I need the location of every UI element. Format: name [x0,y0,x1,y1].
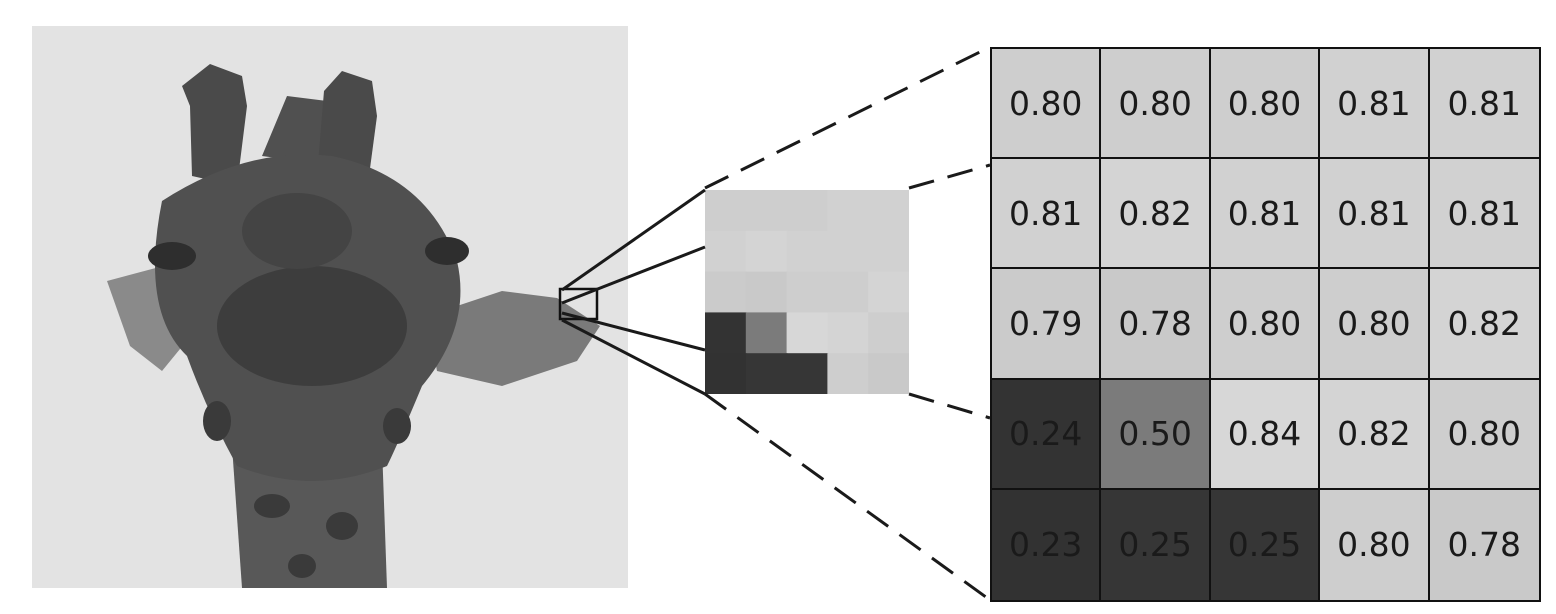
zoom-pixel [705,271,747,314]
zoom-pixel [786,230,829,273]
pixel-cell: 0.78 [1429,489,1539,600]
connector-dashed-top-left [704,45,991,190]
zoom-pixel [786,271,829,314]
zoom-pixel [705,190,747,232]
connector-dashed-bottom-left [704,392,991,602]
pixel-cell: 0.78 [1101,269,1211,380]
giraffe-right-eye [425,237,469,265]
zoom-pixel [827,312,870,355]
pixel-value-matrix: 0.80 0.80 0.80 0.81 0.81 0.81 0.82 0.81 0.81 0.81… [990,47,1541,602]
giraffe-spot [254,494,290,518]
zoom-pixel [745,271,788,314]
zoomed-patch [705,190,909,394]
zoom-pixel [868,312,909,355]
pixel-cell: 0.82 [1101,159,1211,270]
giraffe-spot [383,408,411,444]
zoom-pixel [705,312,747,355]
zoom-pixel [745,312,788,355]
pixel-cell: 0.81 [1320,49,1430,160]
giraffe-left-ossicone [182,64,247,186]
giraffe-spot [326,512,358,540]
zoom-pixel [827,190,870,232]
pixel-cell: 0.23 [992,489,1102,600]
connector-dashed-top-right [908,163,991,190]
pixel-cell: 0.81 [1210,159,1321,270]
giraffe-muzzle [217,266,407,386]
pixel-cell: 0.80 [1101,49,1211,160]
zoom-pixel [705,353,747,394]
pixel-cell: 0.80 [1210,269,1321,380]
pixel-cell: 0.25 [1101,489,1211,600]
pixel-cell: 0.80 [1320,269,1430,380]
zoom-pixel [827,230,870,273]
pixel-cell: 0.82 [1320,379,1430,490]
pixel-cell: 0.80 [1210,49,1321,160]
pixel-cell: 0.80 [992,49,1102,160]
zoom-pixel [786,190,829,232]
zoom-pixel [868,353,909,394]
giraffe-left-eye [148,242,196,270]
zoom-pixel [705,230,747,273]
zoom-pixel [827,271,870,314]
zoom-pixel [786,312,829,355]
pixel-cell: 0.81 [992,159,1102,270]
zoom-pixel [745,190,788,232]
zoom-pixel [827,353,870,394]
pixel-cell: 0.25 [1210,489,1321,600]
zoom-pixel [745,353,788,394]
pixel-cell: 0.80 [1429,379,1539,490]
pixel-cell: 0.81 [1429,159,1539,270]
zoom-pixel [745,230,788,273]
pixel-cell: 0.81 [1429,49,1539,160]
pixel-cell: 0.24 [992,379,1102,490]
pixel-cell: 0.79 [992,269,1102,380]
giraffe-right-ear [427,291,600,386]
zoom-pixel [868,190,909,232]
pixel-cell: 0.82 [1429,269,1539,380]
giraffe-spot [288,554,316,578]
zoom-pixel [786,353,829,394]
pixel-cell: 0.80 [1320,489,1430,600]
zoom-pixel [868,271,909,314]
pixel-cell: 0.81 [1320,159,1430,270]
giraffe-center-bump [262,96,337,166]
pixel-cell: 0.84 [1210,379,1321,490]
giraffe-photo [32,26,628,588]
zoom-pixel [868,230,909,273]
giraffe-spot [203,401,231,441]
connector-dashed-bottom-right [908,392,991,420]
giraffe-neck [232,446,387,588]
giraffe-nose-ridge [242,193,352,269]
pixel-cell: 0.50 [1101,379,1211,490]
